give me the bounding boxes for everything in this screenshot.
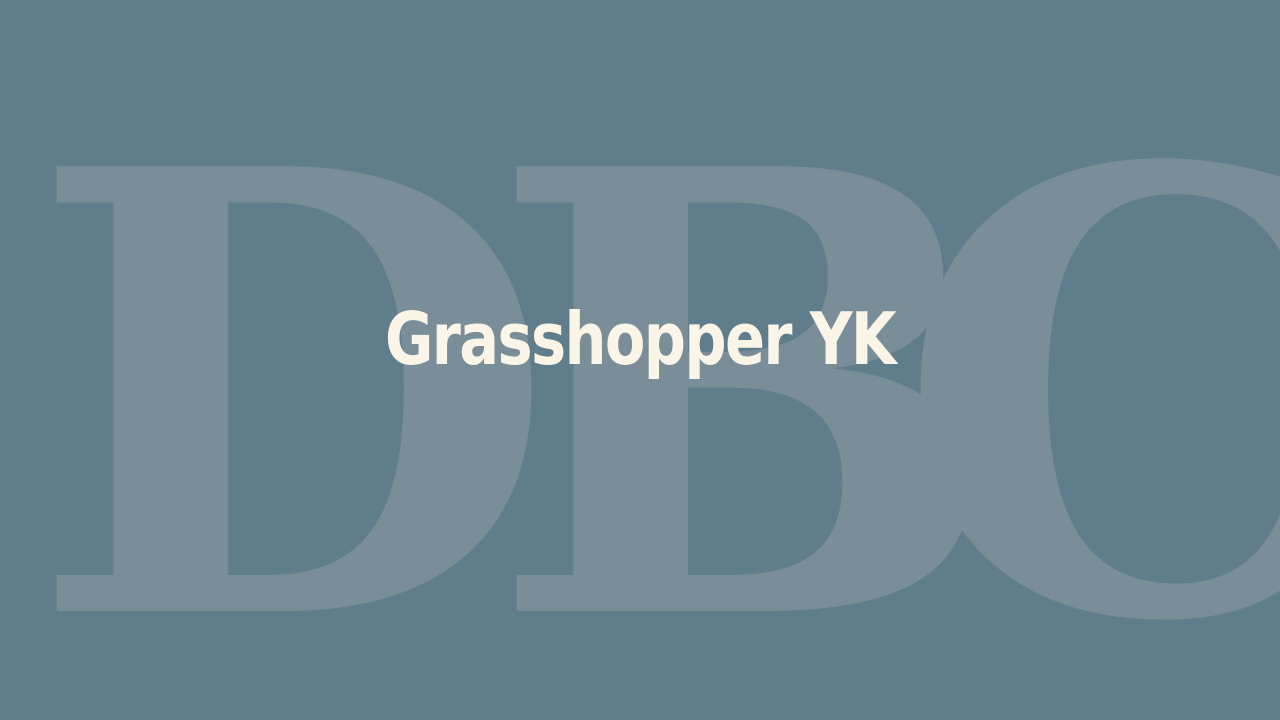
watermark-letter-b: B (488, 38, 1004, 720)
font-name-title: Grasshopper YK (384, 297, 897, 381)
watermark-letter-c: C (895, 38, 1280, 720)
watermark-letter-d: D (28, 38, 557, 720)
